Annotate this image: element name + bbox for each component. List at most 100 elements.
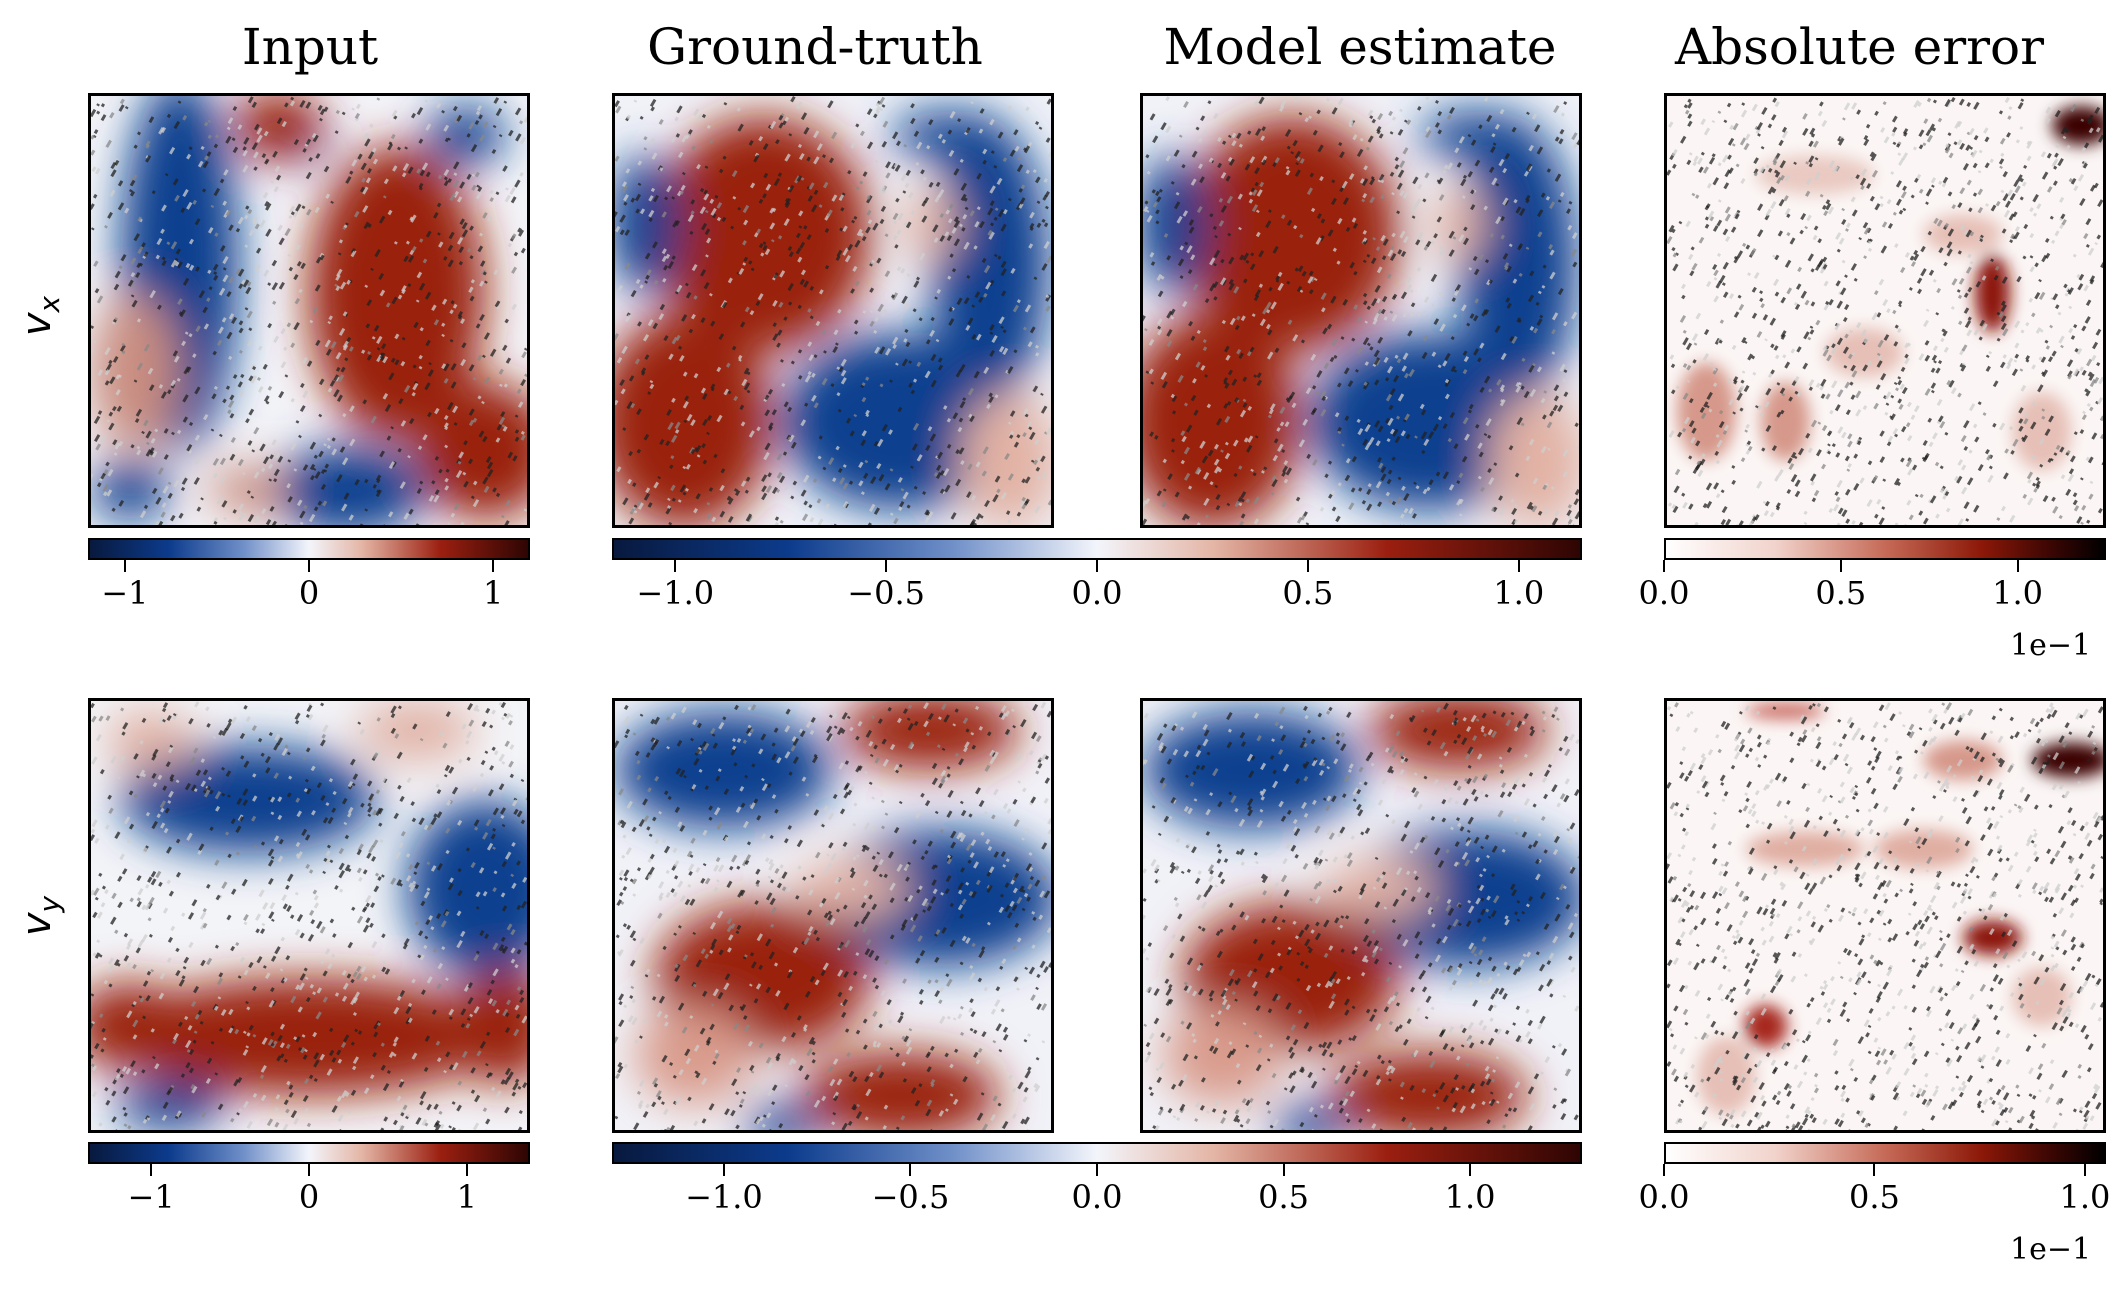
noise-speck [95,167,101,175]
noise-speck [418,138,424,144]
noise-speck [852,970,858,976]
noise-speck [953,219,961,229]
noise-speck [364,478,369,484]
noise-speck [1356,418,1361,423]
noise-speck [287,459,292,463]
noise-speck [2009,192,2016,201]
noise-speck [679,484,687,493]
noise-speck [972,522,978,525]
noise-speck [252,773,257,778]
noise-speck [170,379,177,387]
noise-speck [2079,366,2084,372]
noise-speck [1400,250,1407,258]
noise-speck [503,712,508,717]
noise-speck [1492,142,1497,146]
noise-speck [151,820,158,830]
noise-speck [783,401,789,408]
noise-speck [1239,409,1247,418]
noise-speck [1797,266,1803,273]
noise-speck [1392,428,1399,437]
noise-speck [1458,513,1463,517]
noise-speck [293,138,300,146]
noise-speck [247,440,253,446]
noise-speck [1500,234,1505,240]
noise-speck [1701,453,1706,458]
noise-speck [286,905,292,913]
noise-speck [460,358,467,367]
noise-speck [918,317,923,322]
noise-speck [127,1125,132,1130]
noise-speck [1228,282,1235,291]
noise-speck [430,926,435,931]
noise-speck [783,218,790,227]
noise-speck [1896,481,1901,487]
noise-speck [148,933,153,938]
noise-speck [1444,393,1450,400]
noise-speck [281,748,288,757]
noise-speck [1945,143,1950,148]
noise-speck [736,924,742,931]
noise-speck [922,176,927,181]
noise-speck [1838,237,1845,245]
noise-speck [1162,458,1167,464]
noise-speck [1043,431,1048,435]
noise-speck [747,732,752,737]
noise-speck [353,991,360,1000]
noise-speck [882,758,889,767]
noise-speck [1253,294,1260,302]
noise-speck [142,980,149,987]
noise-speck [1462,368,1468,375]
noise-speck [170,259,178,268]
noise-speck [1562,470,1568,478]
noise-speck [1516,417,1523,426]
noise-speck [1400,430,1406,437]
noise-speck [299,99,306,108]
noise-speck [897,476,903,483]
noise-speck [393,1006,400,1015]
noise-speck [688,870,693,876]
noise-speck [841,847,846,852]
noise-speck [97,369,104,377]
noise-speck [982,159,987,165]
noise-speck [147,367,154,375]
noise-speck [784,725,791,733]
noise-speck [1925,201,1929,205]
noise-speck [1483,432,1488,437]
noise-speck [482,212,488,219]
noise-speck [1784,174,1791,182]
noise-speck [1672,263,1679,272]
noise-speck [1251,204,1259,212]
noise-speck [695,866,701,873]
noise-speck [1012,798,1018,805]
noise-speck [1787,457,1793,464]
noise-speck [480,759,486,766]
noise-speck [169,777,174,783]
noise-speck [1020,184,1026,190]
noise-speck [114,831,121,840]
noise-speck [1686,364,1692,371]
noise-speck [1377,501,1383,507]
noise-speck [1537,231,1543,238]
noise-speck [866,209,872,216]
noise-speck [1968,127,1975,136]
noise-speck [260,467,266,473]
noise-speck [1240,513,1246,519]
noise-speck [298,434,302,439]
heatmap-region [743,1105,823,1130]
noise-speck [437,962,443,970]
noise-speck [457,867,462,873]
noise-speck [1567,504,1572,509]
noise-speck [803,280,810,288]
noise-speck [1880,127,1886,133]
noise-speck [1254,167,1260,175]
noise-speck [380,1042,385,1047]
noise-speck [1890,171,1895,175]
noise-speck [150,870,157,878]
noise-speck [277,814,283,821]
noise-speck [864,1075,870,1083]
noise-speck [305,863,310,869]
noise-speck [372,483,377,489]
noise-speck [1425,96,1430,101]
noise-speck [1443,164,1449,170]
noise-speck [170,241,178,250]
